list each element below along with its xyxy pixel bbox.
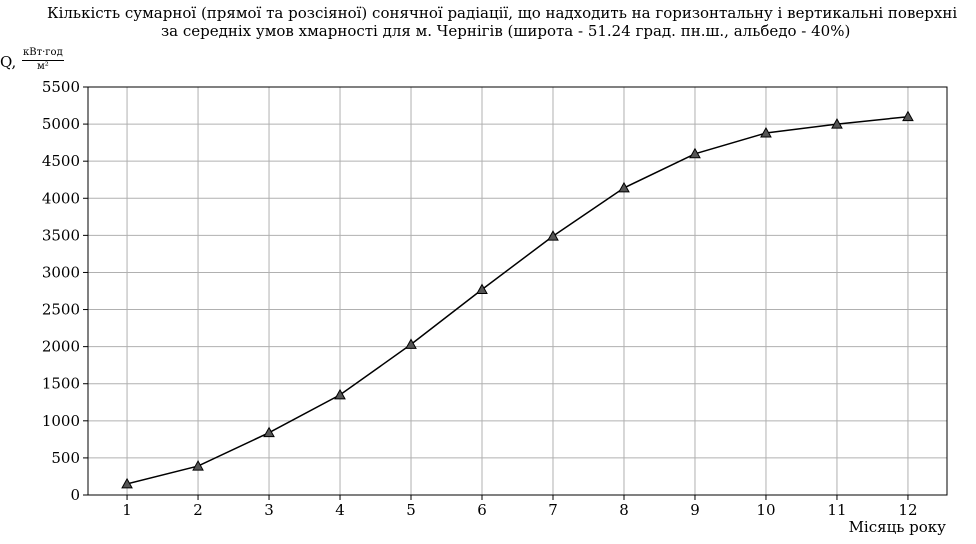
x-tick-label: 4 <box>335 501 345 519</box>
series-markers <box>121 110 914 489</box>
y-axis-label: Q, <box>0 53 17 71</box>
data-point-marker <box>689 147 701 159</box>
data-point-marker <box>618 181 630 193</box>
data-point-marker <box>263 426 275 438</box>
x-tick-label: 7 <box>548 501 558 519</box>
y-tick-label: 4000 <box>42 189 80 207</box>
data-point-marker <box>405 338 417 349</box>
y-tick-label: 4500 <box>42 152 80 170</box>
data-point-marker <box>334 388 346 400</box>
y-tick-label: 0 <box>70 486 80 504</box>
x-tick-label: 6 <box>477 501 487 519</box>
y-axis: 0 500 1000 1500 2000 2500 3000 3500 4000 4500 5000… <box>42 78 88 504</box>
y-axis-unit-denominator: м² <box>36 61 49 72</box>
x-tick-label: 3 <box>264 501 274 519</box>
data-point-marker <box>760 126 772 138</box>
y-axis-unit-numerator: кВт·год <box>22 47 64 61</box>
data-point-marker <box>902 110 914 122</box>
chart-title-line-2: за середніх умов хмарності для м. Черніг… <box>161 22 851 40</box>
chart-title-line-1: Кількість сумарної (прямої та розсіяної)… <box>47 4 958 22</box>
y-tick-label: 5500 <box>42 78 80 96</box>
data-point-marker <box>831 118 843 129</box>
data-point-marker <box>547 230 559 241</box>
x-tick-label: 1 <box>122 501 132 519</box>
y-tick-label: 3500 <box>42 226 80 244</box>
y-tick-label: 1000 <box>42 412 80 430</box>
x-tick-label: 2 <box>193 501 203 519</box>
x-axis-label: Місяць року <box>848 518 946 536</box>
y-tick-label: 5000 <box>42 115 80 133</box>
x-tick-label: 5 <box>406 501 416 519</box>
data-point-marker <box>192 460 204 471</box>
data-point-marker <box>476 283 488 295</box>
x-tick-label: 8 <box>619 501 629 519</box>
y-tick-label: 2000 <box>42 338 80 356</box>
y-tick-label: 1500 <box>42 375 80 393</box>
x-tick-label: 12 <box>898 501 917 519</box>
series-line <box>126 115 909 485</box>
data-point-marker <box>121 477 133 489</box>
y-tick-label: 3000 <box>42 263 80 281</box>
x-tick-label: 9 <box>690 501 700 519</box>
grid <box>88 86 947 496</box>
x-axis: 1 2 3 4 5 6 7 8 9 10 11 12 <box>122 495 918 519</box>
plot-frame <box>87 86 948 496</box>
y-axis-unit: кВт·год м² <box>22 47 64 73</box>
y-tick-label: 500 <box>51 449 80 467</box>
x-tick-label: 10 <box>756 501 775 519</box>
x-tick-label: 11 <box>827 501 846 519</box>
y-tick-label: 2500 <box>42 301 80 319</box>
